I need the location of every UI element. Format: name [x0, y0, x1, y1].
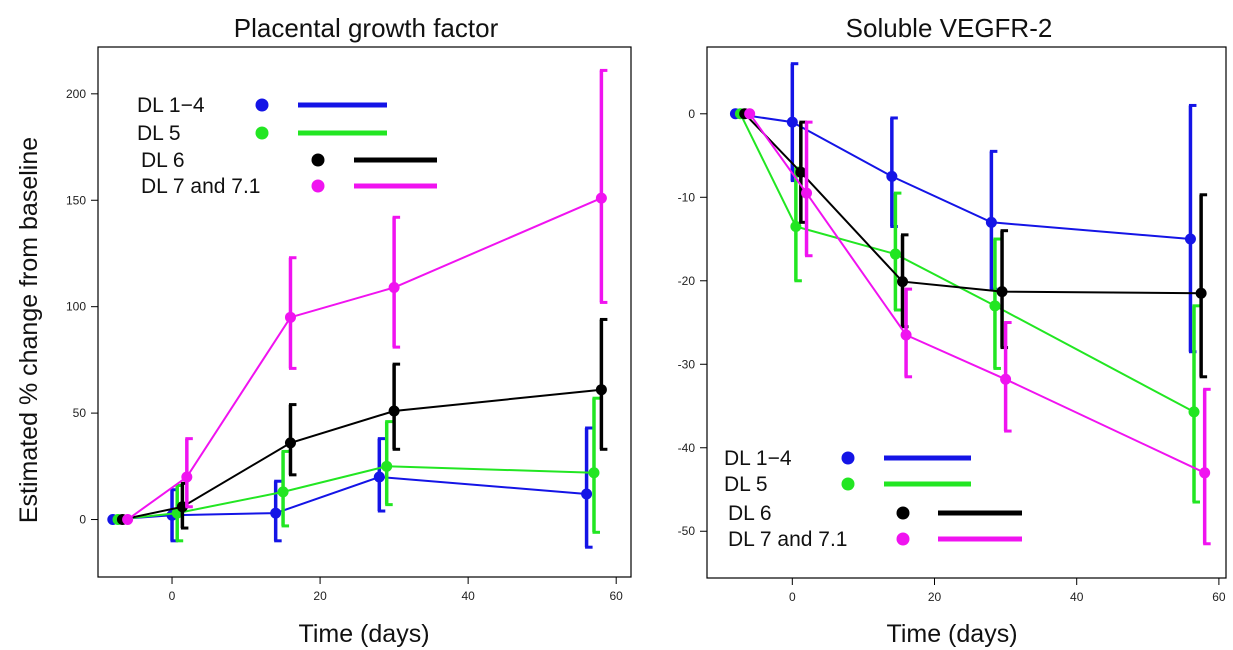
- legend-label: DL 1−4: [137, 94, 205, 117]
- x-tick-label-vegfr2: 20: [928, 590, 942, 604]
- data-point: [996, 286, 1008, 298]
- y-tick-label-vegfr2: 0: [688, 107, 695, 121]
- data-point: [1195, 287, 1207, 299]
- legend-label: DL 6: [141, 149, 185, 172]
- x-tick-label-vegfr2: 40: [1070, 590, 1084, 604]
- data-point: [886, 170, 898, 182]
- x-tick-label-pgf: 0: [169, 589, 176, 603]
- y-tick-label-vegfr2: -30: [678, 357, 696, 371]
- data-point: [795, 166, 807, 178]
- legend-marker: [896, 506, 910, 520]
- data-point: [786, 116, 798, 128]
- series-line: [739, 113, 1195, 413]
- y-tick-label-pgf: 100: [66, 300, 86, 314]
- series-line: [122, 388, 602, 521]
- series-pgf-3: [122, 68, 608, 526]
- legend-marker: [255, 126, 269, 140]
- data-point: [277, 486, 289, 498]
- x-tick-label-pgf: 40: [461, 589, 475, 603]
- series-layer-vegfr2: [729, 62, 1211, 546]
- legend-marker: [841, 451, 855, 465]
- data-point: [989, 300, 1001, 312]
- vegfr2-panel: Soluble VEGFR-2 Time (days) 0 20 40 60 0 -10 -…: [678, 13, 1227, 648]
- data-point: [744, 108, 756, 120]
- legend-label: DL 1−4: [724, 447, 792, 470]
- y-tick-label-pgf: 200: [66, 87, 86, 101]
- y-tick-label-vegfr2: -50: [678, 524, 696, 538]
- x-tick-label-vegfr2: 60: [1212, 590, 1226, 604]
- series-pgf-0: [107, 426, 593, 549]
- data-point: [581, 488, 593, 500]
- legend-label: DL 6: [728, 502, 772, 525]
- chart-title-vegfr2: Soluble VEGFR-2: [846, 13, 1053, 43]
- x-tick-label-pgf: 20: [313, 589, 327, 603]
- series-vegfr2-3: [744, 108, 1211, 546]
- y-axis-label-pgf: Estimated % change from baseline: [15, 137, 43, 523]
- data-point: [595, 192, 607, 204]
- legend-label: DL 5: [137, 122, 181, 145]
- data-point: [595, 384, 607, 396]
- plot-frame-pgf: [97, 46, 632, 578]
- axes-vegfr2: 0 20 40 60 0 -10 -20 -30 -40 -50: [678, 107, 1226, 604]
- y-tick-label-vegfr2: -40: [678, 441, 696, 455]
- y-tick-label-vegfr2: -20: [678, 274, 696, 288]
- data-point: [373, 471, 385, 483]
- data-point: [889, 248, 901, 260]
- plot-frame-vegfr2: [706, 46, 1227, 579]
- series-pgf-2: [116, 317, 608, 530]
- data-point: [900, 329, 912, 341]
- legend-label: DL 7 and 7.1: [141, 175, 260, 198]
- x-axis-label-vegfr2: Time (days): [886, 620, 1017, 648]
- x-axis-label-pgf: Time (days): [298, 620, 429, 648]
- y-tick-label-vegfr2: -10: [678, 190, 696, 204]
- legend-label: DL 5: [724, 473, 768, 496]
- legend-marker: [311, 153, 325, 167]
- data-point: [122, 514, 134, 526]
- legend-marker: [841, 477, 855, 491]
- data-point: [1184, 233, 1196, 245]
- axes-pgf: 0 20 40 60 0 50 100 150 200: [66, 87, 623, 603]
- legend-marker: [896, 532, 910, 546]
- series-vegfr2-1: [734, 108, 1201, 504]
- y-tick-label-pgf: 150: [66, 193, 86, 207]
- x-tick-label-vegfr2: 0: [789, 590, 796, 604]
- data-point: [388, 405, 400, 417]
- legend-marker: [255, 98, 269, 112]
- data-point: [985, 216, 997, 228]
- data-point: [897, 276, 909, 288]
- data-point: [181, 471, 193, 483]
- data-point: [1000, 373, 1012, 385]
- x-tick-label-pgf: 60: [610, 589, 624, 603]
- legend-pgf: DL 1−4 DL 5 DL 6 DL 7 and 7.1: [137, 94, 437, 198]
- data-point: [1188, 406, 1200, 418]
- data-point: [381, 460, 393, 472]
- data-point: [270, 507, 282, 519]
- data-point: [388, 282, 400, 294]
- series-layer-pgf: [107, 68, 608, 549]
- y-tick-label-pgf: 50: [73, 406, 87, 420]
- legend-vegfr2: DL 1−4 DL 5 DL 6 DL 7 and 7.1: [724, 447, 1022, 551]
- data-point: [1199, 467, 1211, 479]
- pgf-panel: Placental growth factor Time (days) Esti…: [15, 13, 632, 648]
- data-point: [790, 221, 802, 233]
- series-pgf-1: [112, 396, 600, 543]
- legend-marker: [311, 179, 325, 193]
- chart-title-pgf: Placental growth factor: [234, 13, 499, 43]
- data-point: [284, 437, 296, 449]
- y-tick-label-pgf: 0: [79, 513, 86, 527]
- series-vegfr2-2: [739, 108, 1208, 379]
- data-point: [284, 311, 296, 323]
- legend-label: DL 7 and 7.1: [728, 528, 847, 551]
- data-point: [801, 187, 813, 199]
- data-point: [588, 467, 600, 479]
